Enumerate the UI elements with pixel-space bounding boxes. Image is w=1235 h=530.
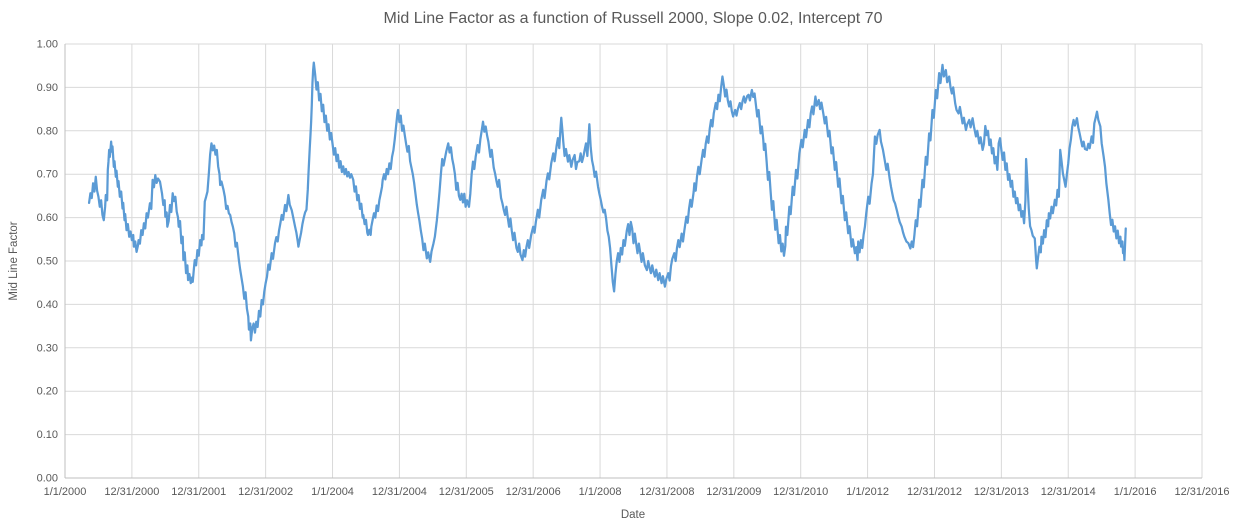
x-tick-label: 1/1/2000 (44, 486, 87, 498)
x-tick-label: 12/31/2000 (104, 486, 159, 498)
x-tick-label: 12/31/2009 (706, 486, 761, 498)
x-tick-label: 12/31/2010 (773, 486, 828, 498)
x-tick-label: 1/1/2008 (579, 486, 622, 498)
x-tick-label: 12/31/2016 (1174, 486, 1229, 498)
y-tick-label: 0.90 (37, 82, 58, 94)
x-tick-label: 12/31/2006 (506, 486, 561, 498)
x-tick-label: 1/1/2004 (311, 486, 354, 498)
series-line (87, 61, 1127, 342)
x-tick-label: 12/31/2013 (974, 486, 1029, 498)
x-tick-label: 1/1/2012 (846, 486, 889, 498)
y-tick-label: 0.50 (37, 256, 58, 268)
y-tick-label: 1.00 (37, 39, 58, 51)
y-tick-label: 0.80 (37, 125, 58, 137)
y-tick-label: 0.60 (37, 212, 58, 224)
x-tick-label: 12/31/2002 (238, 486, 293, 498)
y-tick-label: 0.10 (37, 429, 58, 441)
x-tick-label: 12/31/2014 (1041, 486, 1096, 498)
y-tick-label: 0.20 (37, 386, 58, 398)
tick-labels: 0.00 0.10 0.20 0.30 0.40 0.50 0.60 0.70 0.80 0.90… (37, 39, 1230, 499)
x-tick-label: 12/31/2004 (372, 486, 427, 498)
x-axis-title: Date (621, 509, 645, 521)
x-tick-label: 12/31/2012 (907, 486, 962, 498)
x-tick-label: 12/31/2005 (439, 486, 494, 498)
series-layer (87, 61, 1127, 342)
y-tick-label: 0.70 (37, 169, 58, 181)
y-axis-title: Mid Line Factor (8, 221, 20, 300)
x-tick-label: 12/31/2001 (171, 486, 226, 498)
chart-title: Mid Line Factor as a function of Russell… (384, 10, 883, 27)
x-tick-label: 12/31/2008 (639, 486, 694, 498)
y-tick-label: 0.40 (37, 299, 58, 311)
x-tick-label: 1/1/2016 (1114, 486, 1157, 498)
y-tick-label: 0.00 (37, 473, 58, 485)
y-tick-label: 0.30 (37, 342, 58, 354)
axis-lines (64, 44, 1202, 479)
gridlines (64, 43, 1203, 479)
